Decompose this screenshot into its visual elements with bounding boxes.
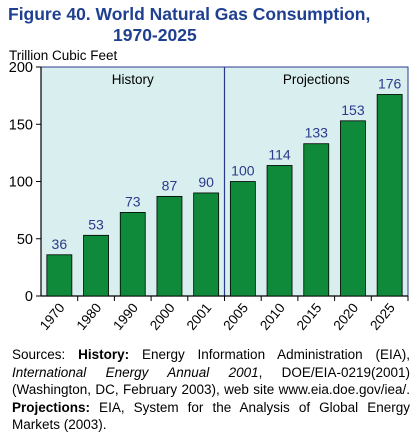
bar-value-label-1980: 53 [88,216,104,232]
figure-title-line1: Figure 40. World Natural Gas Consumption… [8,4,371,24]
bar-2010 [266,165,293,297]
bar-value-label-2000: 87 [162,177,178,193]
bar-1970 [46,254,73,297]
sources-history-text-2: , DOE/EIA-0219(2001) (Washington, DC, Fe… [12,364,410,398]
bar-1990 [119,212,146,297]
x-tick-label-2001: 2001 [184,300,215,333]
figure-title: Figure 40. World Natural Gas Consumption… [8,4,408,46]
y-axis-title: Trillion Cubic Feet [9,48,118,63]
bar-1980 [83,234,109,297]
bar-value-label-2015: 133 [305,125,329,141]
region-label-projections: Projections [283,72,350,87]
bar-value-label-2010: 114 [268,146,291,162]
sources-history-text-1: Energy Information Administration (EIA), [129,347,411,362]
sources-projections-label: Projections: [12,399,91,415]
bar-value-label-2025: 176 [378,75,402,91]
sources-history-italic: International Energy Annual 2001 [12,364,259,380]
bar-2015 [303,143,330,297]
bar-value-label-1970: 36 [52,236,68,252]
x-tick-label-2020: 2020 [330,300,361,333]
x-tick-label-1980: 1980 [74,300,105,333]
bar-value-label-1990: 73 [125,193,141,209]
x-tick-label-2005: 2005 [220,300,251,333]
bar-2000 [156,195,183,297]
bar-value-label-2020: 153 [341,102,365,118]
x-tick-label-2000: 2000 [147,300,178,333]
y-tick-label-150: 150 [9,117,33,133]
bar-2001 [193,192,220,297]
bar-2005 [229,181,256,297]
x-tick-label-2015: 2015 [294,300,325,333]
x-tick-label-1970: 1970 [37,300,68,333]
bar-2025 [376,94,403,297]
bar-value-label-2001: 90 [198,174,214,190]
sources-history-label: History: [78,347,130,362]
x-tick-label-2010: 2010 [257,300,288,333]
sources-note: Sources: History: Energy Information Adm… [12,346,410,434]
region-label-history: History [112,72,154,87]
y-tick-label-100: 100 [9,175,33,191]
sources-prefix: Sources: [12,347,79,362]
y-tick-label-0: 0 [25,289,33,305]
bar-value-label-2005: 100 [231,163,255,179]
figure-title-line2: 1970-2025 [113,25,197,45]
x-tick-label-2025: 2025 [367,300,398,333]
y-tick-label-50: 50 [17,232,33,248]
y-tick-label-200: 200 [9,60,33,76]
bar-2020 [340,120,366,297]
sources-projections-text: EIA, System for the Analysis of Global E… [12,399,410,433]
x-tick-label-1990: 1990 [110,300,141,333]
